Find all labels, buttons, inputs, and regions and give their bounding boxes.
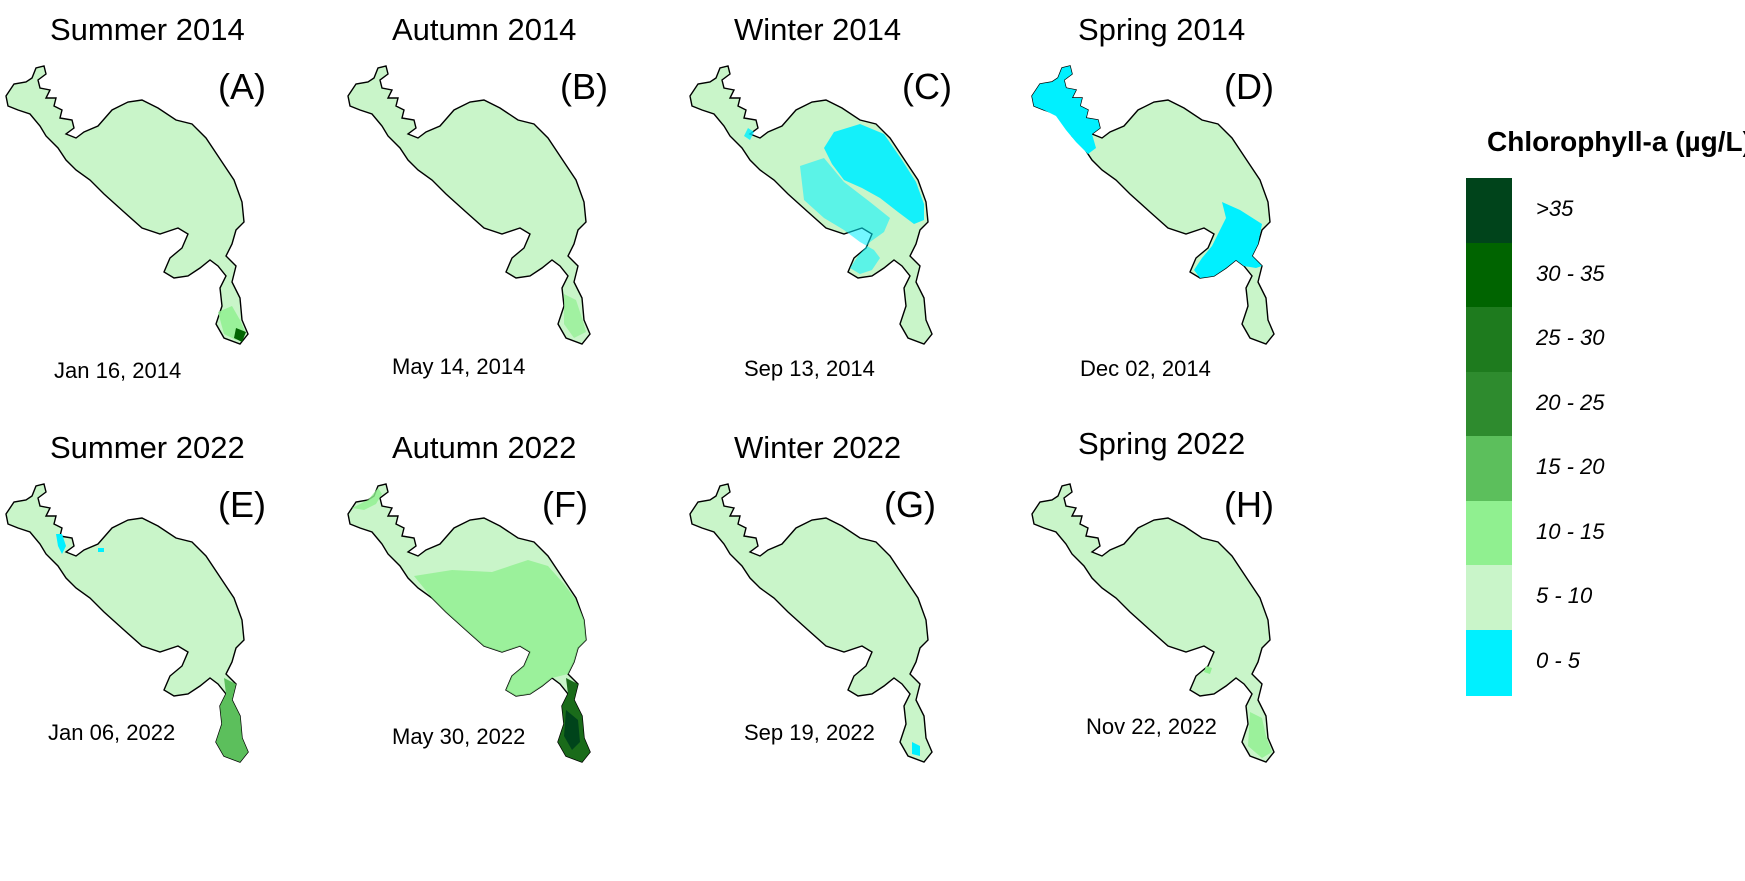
panel-letter: (A) xyxy=(218,66,266,107)
legend-swatch xyxy=(1466,307,1512,373)
lake-map xyxy=(1031,483,1275,763)
panel-letter: (H) xyxy=(1224,484,1274,525)
panel-letter: (D) xyxy=(1224,66,1274,107)
lake-outline xyxy=(689,483,933,763)
panel-letter: (C) xyxy=(902,66,952,107)
panel-title: Winter 2014 xyxy=(734,12,902,47)
legend-swatch xyxy=(1466,500,1512,567)
patch-10-15 xyxy=(1248,712,1272,758)
lake-map xyxy=(347,483,591,763)
panel-title: Spring 2014 xyxy=(1078,12,1246,47)
panel-title: Autumn 2014 xyxy=(392,12,577,47)
lake-map xyxy=(5,483,249,763)
map-panel-f: Autumn 2022 (F) May 30, 2022 xyxy=(342,418,652,838)
legend-swatch xyxy=(1466,242,1512,309)
panel-title: Summer 2022 xyxy=(50,430,245,465)
patch-10-15 xyxy=(1204,666,1212,674)
patch-over-35 xyxy=(234,328,246,342)
lake-map xyxy=(689,65,933,345)
lake-map xyxy=(347,65,591,345)
lake-map xyxy=(1031,65,1275,345)
map-panel-e: Summer 2022 (E) Jan 06, 2022 xyxy=(0,418,310,838)
patch-15-20 xyxy=(216,678,248,762)
legend-label: 10 - 15 xyxy=(1536,518,1605,544)
panel-letter: (E) xyxy=(218,484,266,525)
patch-0-5 xyxy=(824,124,924,224)
map-panel-c: Winter 2014 (C) Sep 13, 2014 xyxy=(684,0,994,420)
map-panel-d: Spring 2014 (D) Dec 02, 2014 xyxy=(1026,0,1336,420)
legend-swatch xyxy=(1466,629,1512,696)
lake-map xyxy=(689,483,933,763)
panel-title: Autumn 2022 xyxy=(392,430,577,465)
patch-10-15 xyxy=(564,294,586,338)
legend-label: 20 - 25 xyxy=(1536,389,1605,415)
map-panel-h: Spring 2022 (H) Nov 22, 2022 xyxy=(1026,418,1336,838)
legend-swatch xyxy=(1466,565,1512,631)
patch-0-5 xyxy=(912,742,920,756)
panel-date: Sep 19, 2022 xyxy=(744,720,875,745)
legend-label: 0 - 5 xyxy=(1536,647,1581,673)
panel-date: Jan 06, 2022 xyxy=(48,720,176,745)
panel-letter: (G) xyxy=(884,484,936,525)
panel-title: Winter 2022 xyxy=(734,430,902,465)
patch-0-5 xyxy=(800,158,890,274)
lake-outline xyxy=(5,483,249,763)
legend-swatch xyxy=(1466,371,1512,438)
panel-letter: (F) xyxy=(542,484,588,525)
legend-swatch xyxy=(1466,436,1512,502)
panel-letter: (B) xyxy=(560,66,608,107)
legend-swatch xyxy=(1466,178,1512,244)
panel-date: Jan 16, 2014 xyxy=(54,358,182,383)
legend-label: 15 - 20 xyxy=(1536,454,1605,479)
panel-date: May 14, 2014 xyxy=(392,354,526,379)
map-panel-b: Autumn 2014 (B) May 14, 2014 xyxy=(342,0,652,420)
legend-label: 30 - 35 xyxy=(1536,260,1605,286)
patch-0-5 xyxy=(744,128,754,140)
patch-10-15 xyxy=(352,488,382,510)
map-panel-a: Summer 2014 (A) Jan 16, 2014 xyxy=(0,0,310,420)
panel-date: May 30, 2022 xyxy=(392,724,526,749)
legend-label: 5 - 10 xyxy=(1536,583,1593,608)
map-panel-g: Winter 2022 (G) Sep 19, 2022 xyxy=(684,418,994,838)
legend-label: 25 - 30 xyxy=(1536,325,1605,350)
panel-date: Sep 13, 2014 xyxy=(744,356,875,381)
panel-date: Dec 02, 2014 xyxy=(1080,356,1211,381)
patch-0-5 xyxy=(56,534,66,554)
patch-0-5 xyxy=(1194,202,1262,278)
lake-outline xyxy=(1031,483,1275,763)
panel-title: Spring 2022 xyxy=(1078,426,1246,461)
legend-label: >35 xyxy=(1536,196,1574,221)
patch-over-35 xyxy=(564,710,580,750)
lake-outline xyxy=(5,65,249,345)
patch-0-5 xyxy=(98,548,104,552)
patch-0-5 xyxy=(1032,66,1100,154)
patch-10-15 xyxy=(414,560,586,696)
panel-date: Nov 22, 2022 xyxy=(1086,714,1217,739)
legend-title: Chlorophyll-a (µg/L) xyxy=(1487,126,1745,157)
lake-map xyxy=(5,65,249,345)
panel-title: Summer 2014 xyxy=(50,12,245,47)
lake-outline xyxy=(347,65,591,345)
